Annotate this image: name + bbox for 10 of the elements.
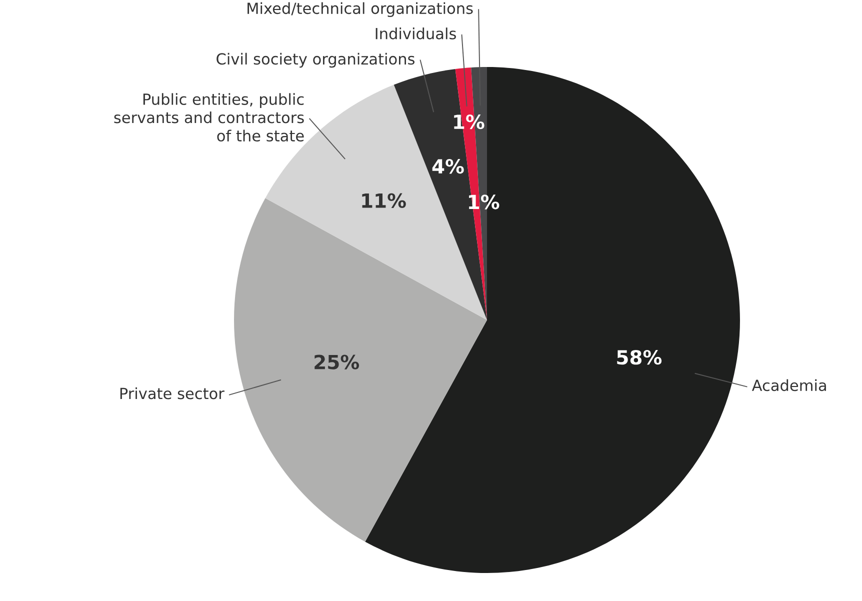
data-label: 58% <box>617 350 662 365</box>
slice-label: Public entities, public servants and contractors of the state <box>114 93 304 142</box>
slice-label: Individuals <box>376 28 456 40</box>
slice-label: Private sector <box>120 387 224 400</box>
slice-label: Academia <box>752 379 826 392</box>
slice-label: Civil society organizations <box>216 52 414 68</box>
data-label: 25% <box>314 354 360 370</box>
slice-label: Mixed/technical organizations <box>248 2 473 18</box>
data-label: 11% <box>362 193 406 208</box>
data-label: 4% <box>432 159 464 174</box>
